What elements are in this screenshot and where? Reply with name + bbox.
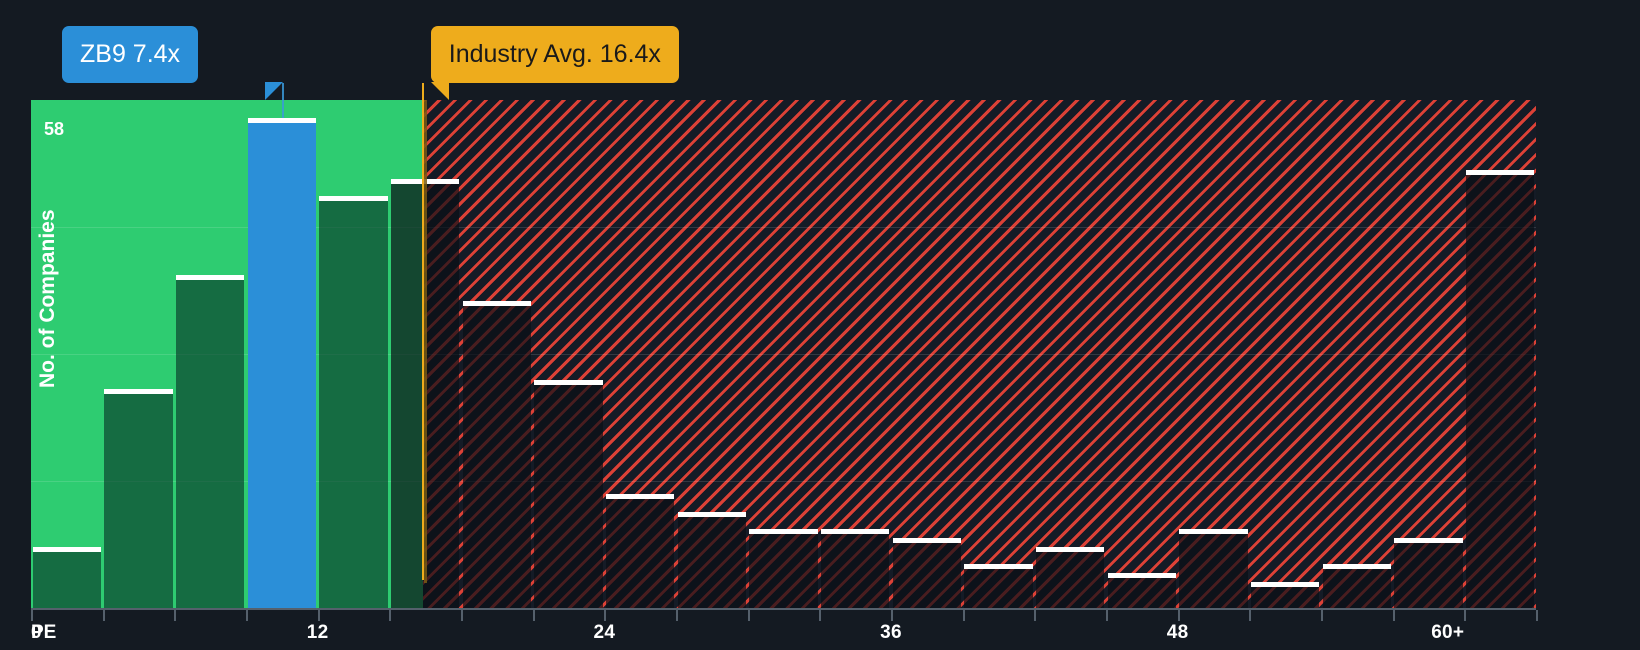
- x-axis-tick-label: 48: [1166, 622, 1189, 643]
- bar[interactable]: [104, 389, 173, 608]
- above-average-zone: [422, 100, 1536, 608]
- x-axis-tick: [1249, 610, 1252, 621]
- company-marker-line: [281, 83, 284, 118]
- bar[interactable]: [1250, 581, 1320, 608]
- bar-cap: [462, 301, 532, 307]
- x-axis-tick: [389, 610, 392, 621]
- bar[interactable]: [1107, 572, 1177, 608]
- bar[interactable]: [1322, 564, 1392, 608]
- x-axis-tick: [246, 610, 248, 621]
- industry-callout[interactable]: Industry Avg. 16.4x: [430, 26, 679, 83]
- x-axis-line: [31, 608, 1536, 610]
- y-axis-label: No. of Companies: [36, 209, 59, 388]
- bar[interactable]: [175, 275, 245, 608]
- bar[interactable]: [534, 380, 603, 608]
- bar-cap: [175, 275, 245, 281]
- company-callout-tail: [264, 82, 283, 100]
- bar[interactable]: [319, 196, 388, 608]
- bar[interactable]: [749, 529, 818, 608]
- x-axis-tick: [461, 610, 463, 621]
- x-axis-tick: [962, 610, 965, 621]
- x-axis-tick: [1536, 610, 1538, 621]
- x-axis-tick: [31, 610, 33, 621]
- bar[interactable]: [820, 529, 890, 608]
- bar[interactable]: [1465, 170, 1535, 608]
- bar-cap: [1035, 546, 1105, 552]
- x-axis-tick: [676, 610, 678, 621]
- bar-cap: [1250, 581, 1320, 587]
- bar[interactable]: [892, 537, 962, 608]
- bar-cap: [319, 196, 388, 202]
- bar-cap: [892, 537, 962, 543]
- company-callout[interactable]: ZB9 7.4x: [62, 26, 199, 83]
- bar-cap: [605, 494, 675, 500]
- x-axis-tick: [1321, 610, 1323, 621]
- industry-callout-label: Industry Avg. 16.4x: [448, 40, 661, 68]
- bar[interactable]: [32, 546, 102, 608]
- bar-cap: [1465, 170, 1535, 176]
- x-axis-tick: [1464, 610, 1467, 621]
- bar-cap: [749, 529, 818, 535]
- x-axis-tick: [747, 610, 750, 621]
- bar[interactable]: [462, 301, 532, 608]
- x-axis-tick: [174, 610, 177, 621]
- x-axis-tick: [317, 610, 320, 621]
- x-axis-tick: [532, 610, 535, 621]
- industry-callout-tail: [430, 82, 449, 100]
- gridline-0: [31, 227, 1536, 228]
- x-axis-tick-label: 12: [306, 622, 329, 643]
- x-axis-tick: [1106, 610, 1108, 621]
- bar-cap: [1179, 529, 1248, 535]
- x-axis-tick: [102, 610, 105, 621]
- bar[interactable]: [1035, 546, 1105, 608]
- bar[interactable]: [605, 494, 675, 608]
- bar-cap: [1394, 537, 1463, 543]
- x-axis-tick-label: 24: [593, 622, 616, 643]
- bar-cap: [1322, 564, 1392, 570]
- bar-cap: [534, 380, 603, 386]
- bar[interactable]: [1394, 537, 1463, 608]
- x-axis-tick: [1177, 610, 1180, 621]
- bar-cap: [1107, 572, 1177, 578]
- industry-marker-shadow: [423, 100, 427, 583]
- bar[interactable]: [1179, 529, 1248, 608]
- x-axis-tick: [819, 610, 822, 621]
- bar[interactable]: [247, 117, 317, 608]
- x-axis-tick: [891, 610, 893, 621]
- x-axis-tick: [604, 610, 607, 621]
- bar-cap: [32, 546, 102, 552]
- bar-cap: [104, 389, 173, 395]
- gridline-2: [31, 481, 1536, 482]
- bar[interactable]: [677, 511, 747, 608]
- bar-cap: [247, 117, 317, 123]
- bar-cap: [820, 529, 890, 535]
- company-callout-label: ZB9 7.4x: [80, 40, 181, 68]
- x-axis-prefix-label: PE: [31, 622, 57, 643]
- x-axis-tick-label: 0: [31, 622, 42, 643]
- x-axis-tick-label: 60+: [1431, 622, 1465, 643]
- max-value-label: 58: [44, 119, 65, 139]
- industry-average-marker-line: [421, 83, 424, 580]
- bar-cap: [964, 564, 1033, 570]
- bar[interactable]: [964, 564, 1033, 608]
- gridline-1: [31, 354, 1536, 355]
- x-axis-tick: [1034, 610, 1037, 621]
- bar-cap: [677, 511, 747, 517]
- x-axis-tick: [1392, 610, 1395, 621]
- x-axis-tick-label: 36: [880, 622, 902, 643]
